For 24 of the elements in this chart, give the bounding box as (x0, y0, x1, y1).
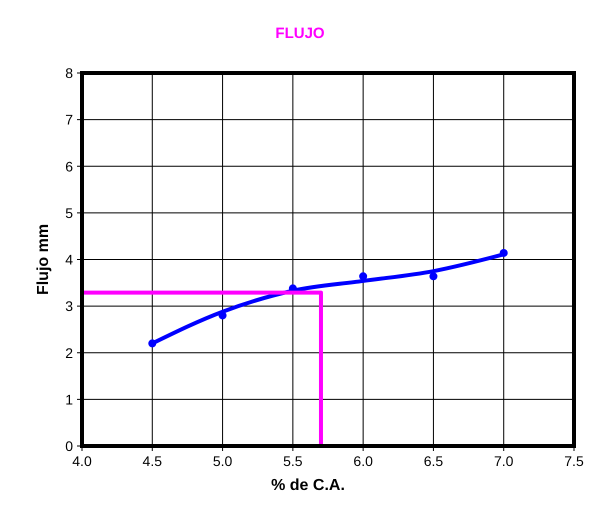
x-tick-label: 7.5 (564, 453, 584, 469)
x-tick-label: 4.5 (142, 453, 162, 469)
point (429, 272, 438, 280)
x-tick-label: 5.0 (212, 453, 233, 469)
y-tick-label: 5 (65, 204, 74, 221)
y-tick-label: 8 (65, 65, 74, 81)
y-axis-title: Flujo mm (35, 224, 52, 296)
x-axis-title: % de C.A. (271, 477, 345, 494)
y-tick-label: 7 (65, 112, 74, 128)
x-tick-label: 5.5 (283, 453, 303, 469)
y-tick-label: 6 (65, 158, 74, 174)
point (148, 339, 156, 348)
point (359, 272, 368, 280)
x-tick-label: 7.0 (494, 453, 514, 469)
y-tick-label: 2 (65, 344, 74, 361)
y-tick-label: 1 (65, 391, 74, 408)
x-tick-label: 6.5 (424, 453, 444, 469)
y-tick-label: 3 (65, 298, 74, 314)
x-tick-label: 4.0 (72, 453, 92, 469)
y-tick-label: 0 (65, 438, 74, 454)
chart-title: FLUJO (275, 25, 325, 42)
point (500, 248, 508, 257)
y-tick-label: 4 (65, 252, 74, 268)
x-tick-label: 6.0 (353, 453, 374, 469)
